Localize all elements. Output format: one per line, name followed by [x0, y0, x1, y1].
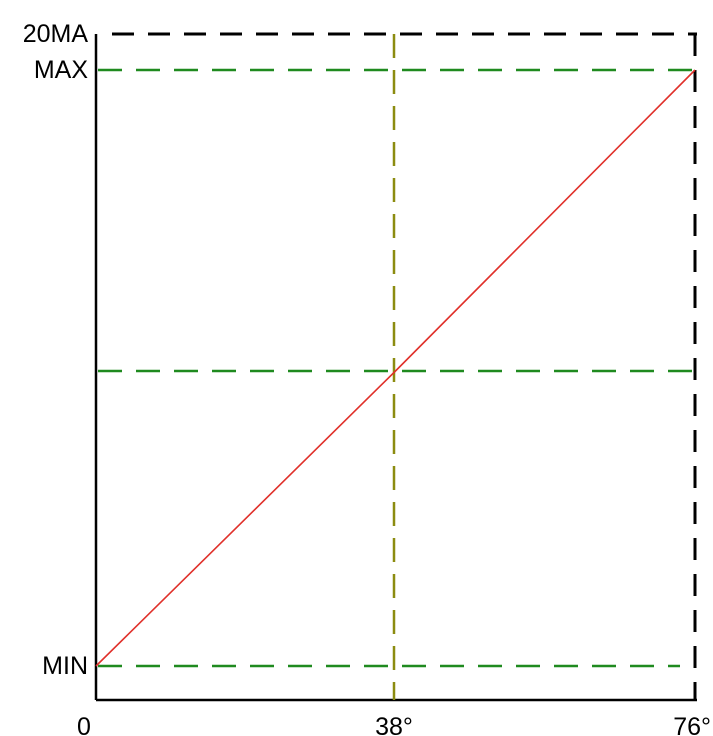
x-tick-label-38: 38°: [375, 713, 413, 736]
y-tick-label-20ma: 20MA: [23, 20, 89, 48]
x-tick-label-0: 0: [77, 713, 91, 736]
x-tick-label-76: 76°: [673, 713, 711, 736]
y-tick-label-min: MIN: [42, 652, 88, 680]
y-tick-label-max: MAX: [34, 56, 89, 84]
series-line: [95, 69, 696, 667]
